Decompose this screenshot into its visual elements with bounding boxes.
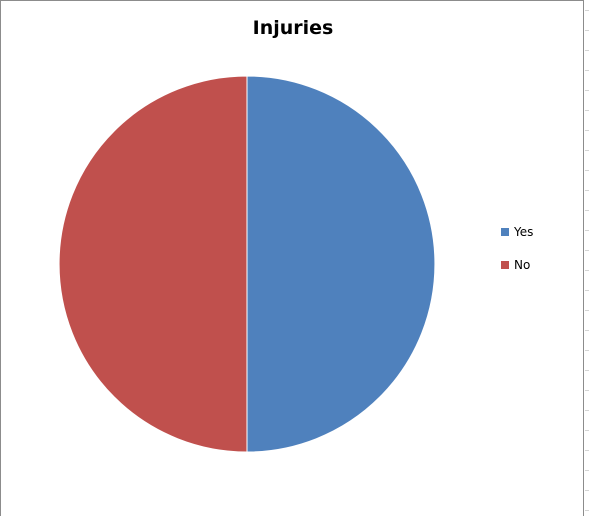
legend-swatch-no — [501, 261, 509, 269]
grid-tick — [585, 430, 589, 431]
legend-swatch-yes — [501, 228, 509, 236]
grid-tick — [585, 510, 589, 511]
legend-item-yes: Yes — [501, 223, 533, 241]
legend-item-no: No — [501, 256, 533, 274]
grid-tick — [585, 210, 589, 211]
grid-tick — [585, 90, 589, 91]
grid-tick — [585, 370, 589, 371]
grid-tick — [585, 230, 589, 231]
grid-tick — [585, 350, 589, 351]
grid-tick — [585, 30, 589, 31]
grid-tick — [585, 150, 589, 151]
grid-tick — [585, 130, 589, 131]
grid-tick — [585, 250, 589, 251]
grid-tick — [585, 170, 589, 171]
grid-tick — [585, 490, 589, 491]
grid-tick — [585, 190, 589, 191]
grid-tick — [585, 390, 589, 391]
grid-tick — [585, 470, 589, 471]
grid-tick — [585, 50, 589, 51]
legend: Yes No — [501, 223, 533, 289]
grid-tick — [585, 70, 589, 71]
grid-tick — [585, 330, 589, 331]
grid-tick — [585, 290, 589, 291]
pie-slice-no — [58, 75, 248, 453]
pie-slice-yes — [246, 75, 436, 453]
grid-tick — [585, 10, 589, 11]
grid-tick — [585, 270, 589, 271]
grid-tick — [585, 110, 589, 111]
legend-label-yes: Yes — [514, 225, 534, 239]
spreadsheet-grid-edge — [585, 0, 589, 517]
grid-tick — [585, 410, 589, 411]
grid-tick — [585, 310, 589, 311]
pie-slices — [58, 75, 436, 453]
grid-tick — [585, 450, 589, 451]
chart-title: Injuries — [252, 17, 334, 39]
legend-label-no: No — [514, 258, 531, 272]
